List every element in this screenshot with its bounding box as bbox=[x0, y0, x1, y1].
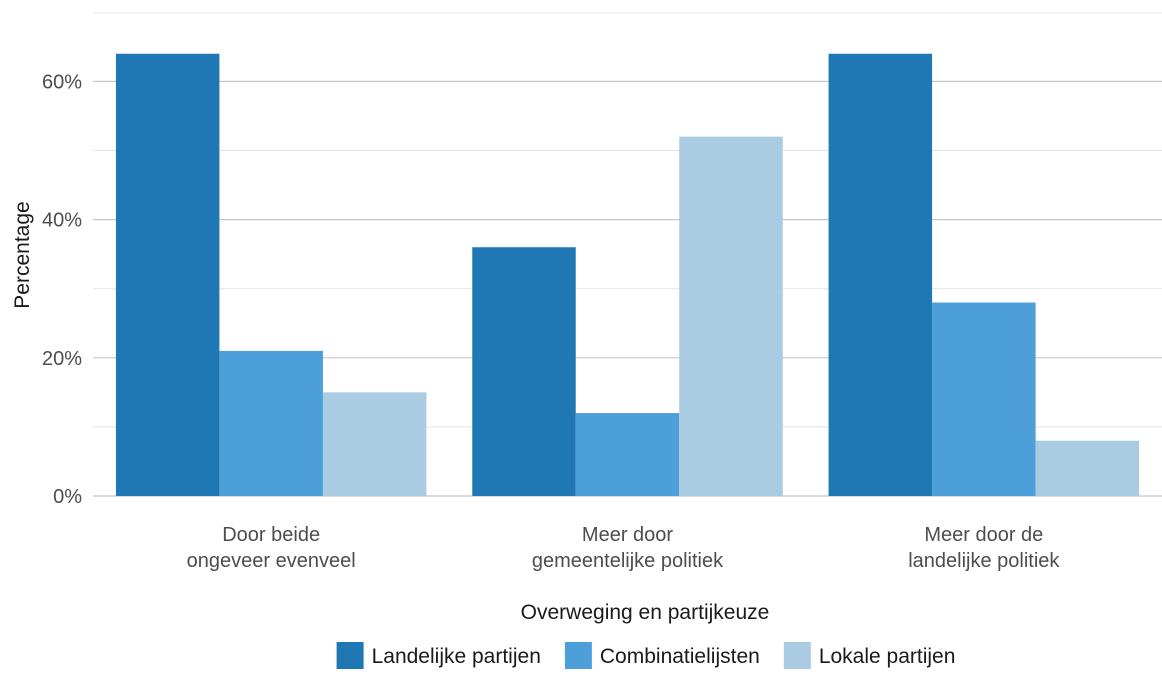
x-axis-categories: Door beide ongeveer evenveel Meer door geme… bbox=[187, 524, 1061, 572]
bar bbox=[1035, 440, 1140, 496]
legend: Landelijke partijen Combinatielijsten Loka… bbox=[336, 642, 956, 669]
legend-label: Landelijke partijen bbox=[372, 645, 541, 668]
legend-label: Combinatielijsten bbox=[600, 645, 760, 668]
bar bbox=[679, 136, 783, 496]
y-tick-label: 20% bbox=[42, 348, 82, 370]
y-tick-label: 0% bbox=[53, 486, 82, 508]
bars-layer bbox=[115, 53, 1140, 496]
x-category-label: ongeveer evenveel bbox=[187, 550, 356, 572]
legend-swatch bbox=[564, 642, 592, 669]
y-axis-ticks: 0% 20% 40% 60% bbox=[42, 71, 82, 508]
x-category-label: landelijke politiek bbox=[908, 550, 1060, 572]
y-axis-title: Percentage bbox=[11, 201, 34, 308]
y-tick-label: 40% bbox=[42, 210, 82, 232]
bar bbox=[115, 53, 220, 496]
legend-label: Lokale partijen bbox=[819, 645, 956, 668]
y-tick-label: 60% bbox=[42, 71, 82, 93]
x-category-label: gemeentelijke politiek bbox=[532, 550, 724, 572]
legend-swatch bbox=[336, 642, 364, 669]
x-axis-title: Overweging en partijkeuze bbox=[521, 601, 770, 624]
bar bbox=[828, 53, 933, 496]
bar bbox=[322, 392, 427, 496]
legend-swatch bbox=[783, 642, 811, 669]
x-category-label: Meer door de bbox=[924, 524, 1043, 546]
bar bbox=[932, 302, 1036, 496]
bar bbox=[575, 413, 680, 496]
x-category-label: Meer door bbox=[582, 524, 673, 546]
x-category-label: Door beide bbox=[222, 524, 320, 546]
bar bbox=[472, 247, 576, 496]
bar bbox=[219, 350, 323, 496]
